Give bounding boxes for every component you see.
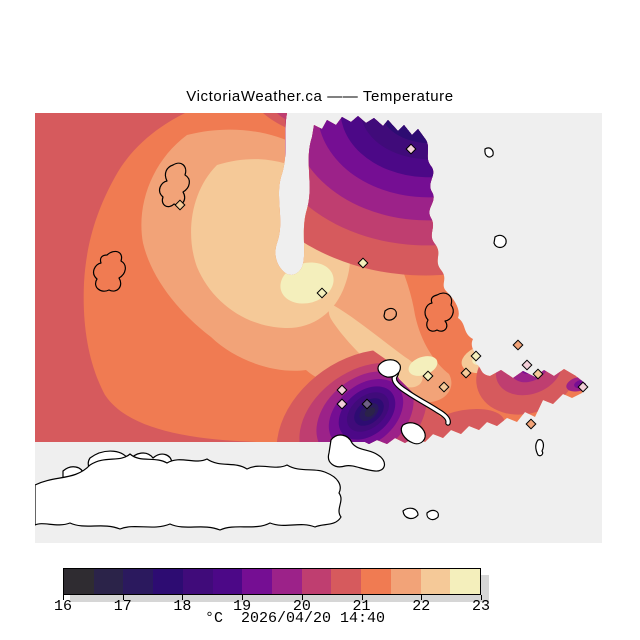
station-marker-8 xyxy=(438,381,450,393)
temperature-map xyxy=(35,113,602,543)
colorbar-segment-12 xyxy=(420,569,451,594)
station-markers xyxy=(174,143,589,430)
station-marker-9 xyxy=(460,367,472,379)
colorbar-segment-5 xyxy=(212,569,243,594)
coastline-islet-j xyxy=(535,439,544,457)
map-canvas xyxy=(35,113,602,543)
colorbar-segment-0 xyxy=(64,569,94,594)
station-marker-6 xyxy=(361,398,373,410)
harbour-waterways xyxy=(327,359,451,472)
colorbar-segment-11 xyxy=(390,569,421,594)
lake-small xyxy=(383,307,397,321)
coastline-islet-a xyxy=(402,507,419,520)
colorbar xyxy=(63,568,481,595)
lake-outlines xyxy=(93,162,454,332)
station-marker-15 xyxy=(577,381,589,393)
station-marker-13 xyxy=(532,368,544,380)
station-marker-10 xyxy=(470,350,482,362)
station-marker-11 xyxy=(512,339,524,351)
colorbar-segment-6 xyxy=(242,569,273,594)
colorbar-segment-4 xyxy=(182,569,213,594)
colorbar-segment-10 xyxy=(361,569,391,594)
colorbar-caption: °C 2026/04/20 14:40 xyxy=(205,610,386,627)
no-data-coastlines xyxy=(35,147,544,531)
tick-mark xyxy=(63,595,64,600)
station-marker-1 xyxy=(405,143,417,155)
colorbar-segment-1 xyxy=(93,569,124,594)
station-marker-5 xyxy=(336,398,348,410)
colorbar-segment-13 xyxy=(450,569,481,594)
station-marker-0 xyxy=(316,287,328,299)
page-title: VictoriaWeather.ca —— Temperature xyxy=(186,88,454,105)
colorbar-segment-2 xyxy=(123,569,154,594)
station-marker-3 xyxy=(174,199,186,211)
coastline-islet-b xyxy=(426,509,439,521)
station-marker-14 xyxy=(525,418,537,430)
coastline-mainland-south xyxy=(35,453,342,531)
station-marker-2 xyxy=(357,257,369,269)
lake-elk xyxy=(424,292,454,332)
colorbar-segment-9 xyxy=(331,569,362,594)
station-marker-4 xyxy=(336,384,348,396)
station-marker-7 xyxy=(422,370,434,382)
coastline-islet-east-1 xyxy=(493,234,507,249)
station-marker-12 xyxy=(521,359,533,371)
coastline-islet-east-2 xyxy=(484,147,494,158)
lake-west-a xyxy=(159,162,190,208)
colorbar-segment-7 xyxy=(272,569,302,594)
colorbar-segment-8 xyxy=(301,569,332,594)
lake-west-b xyxy=(93,250,126,292)
colorbar-segment-3 xyxy=(153,569,183,594)
